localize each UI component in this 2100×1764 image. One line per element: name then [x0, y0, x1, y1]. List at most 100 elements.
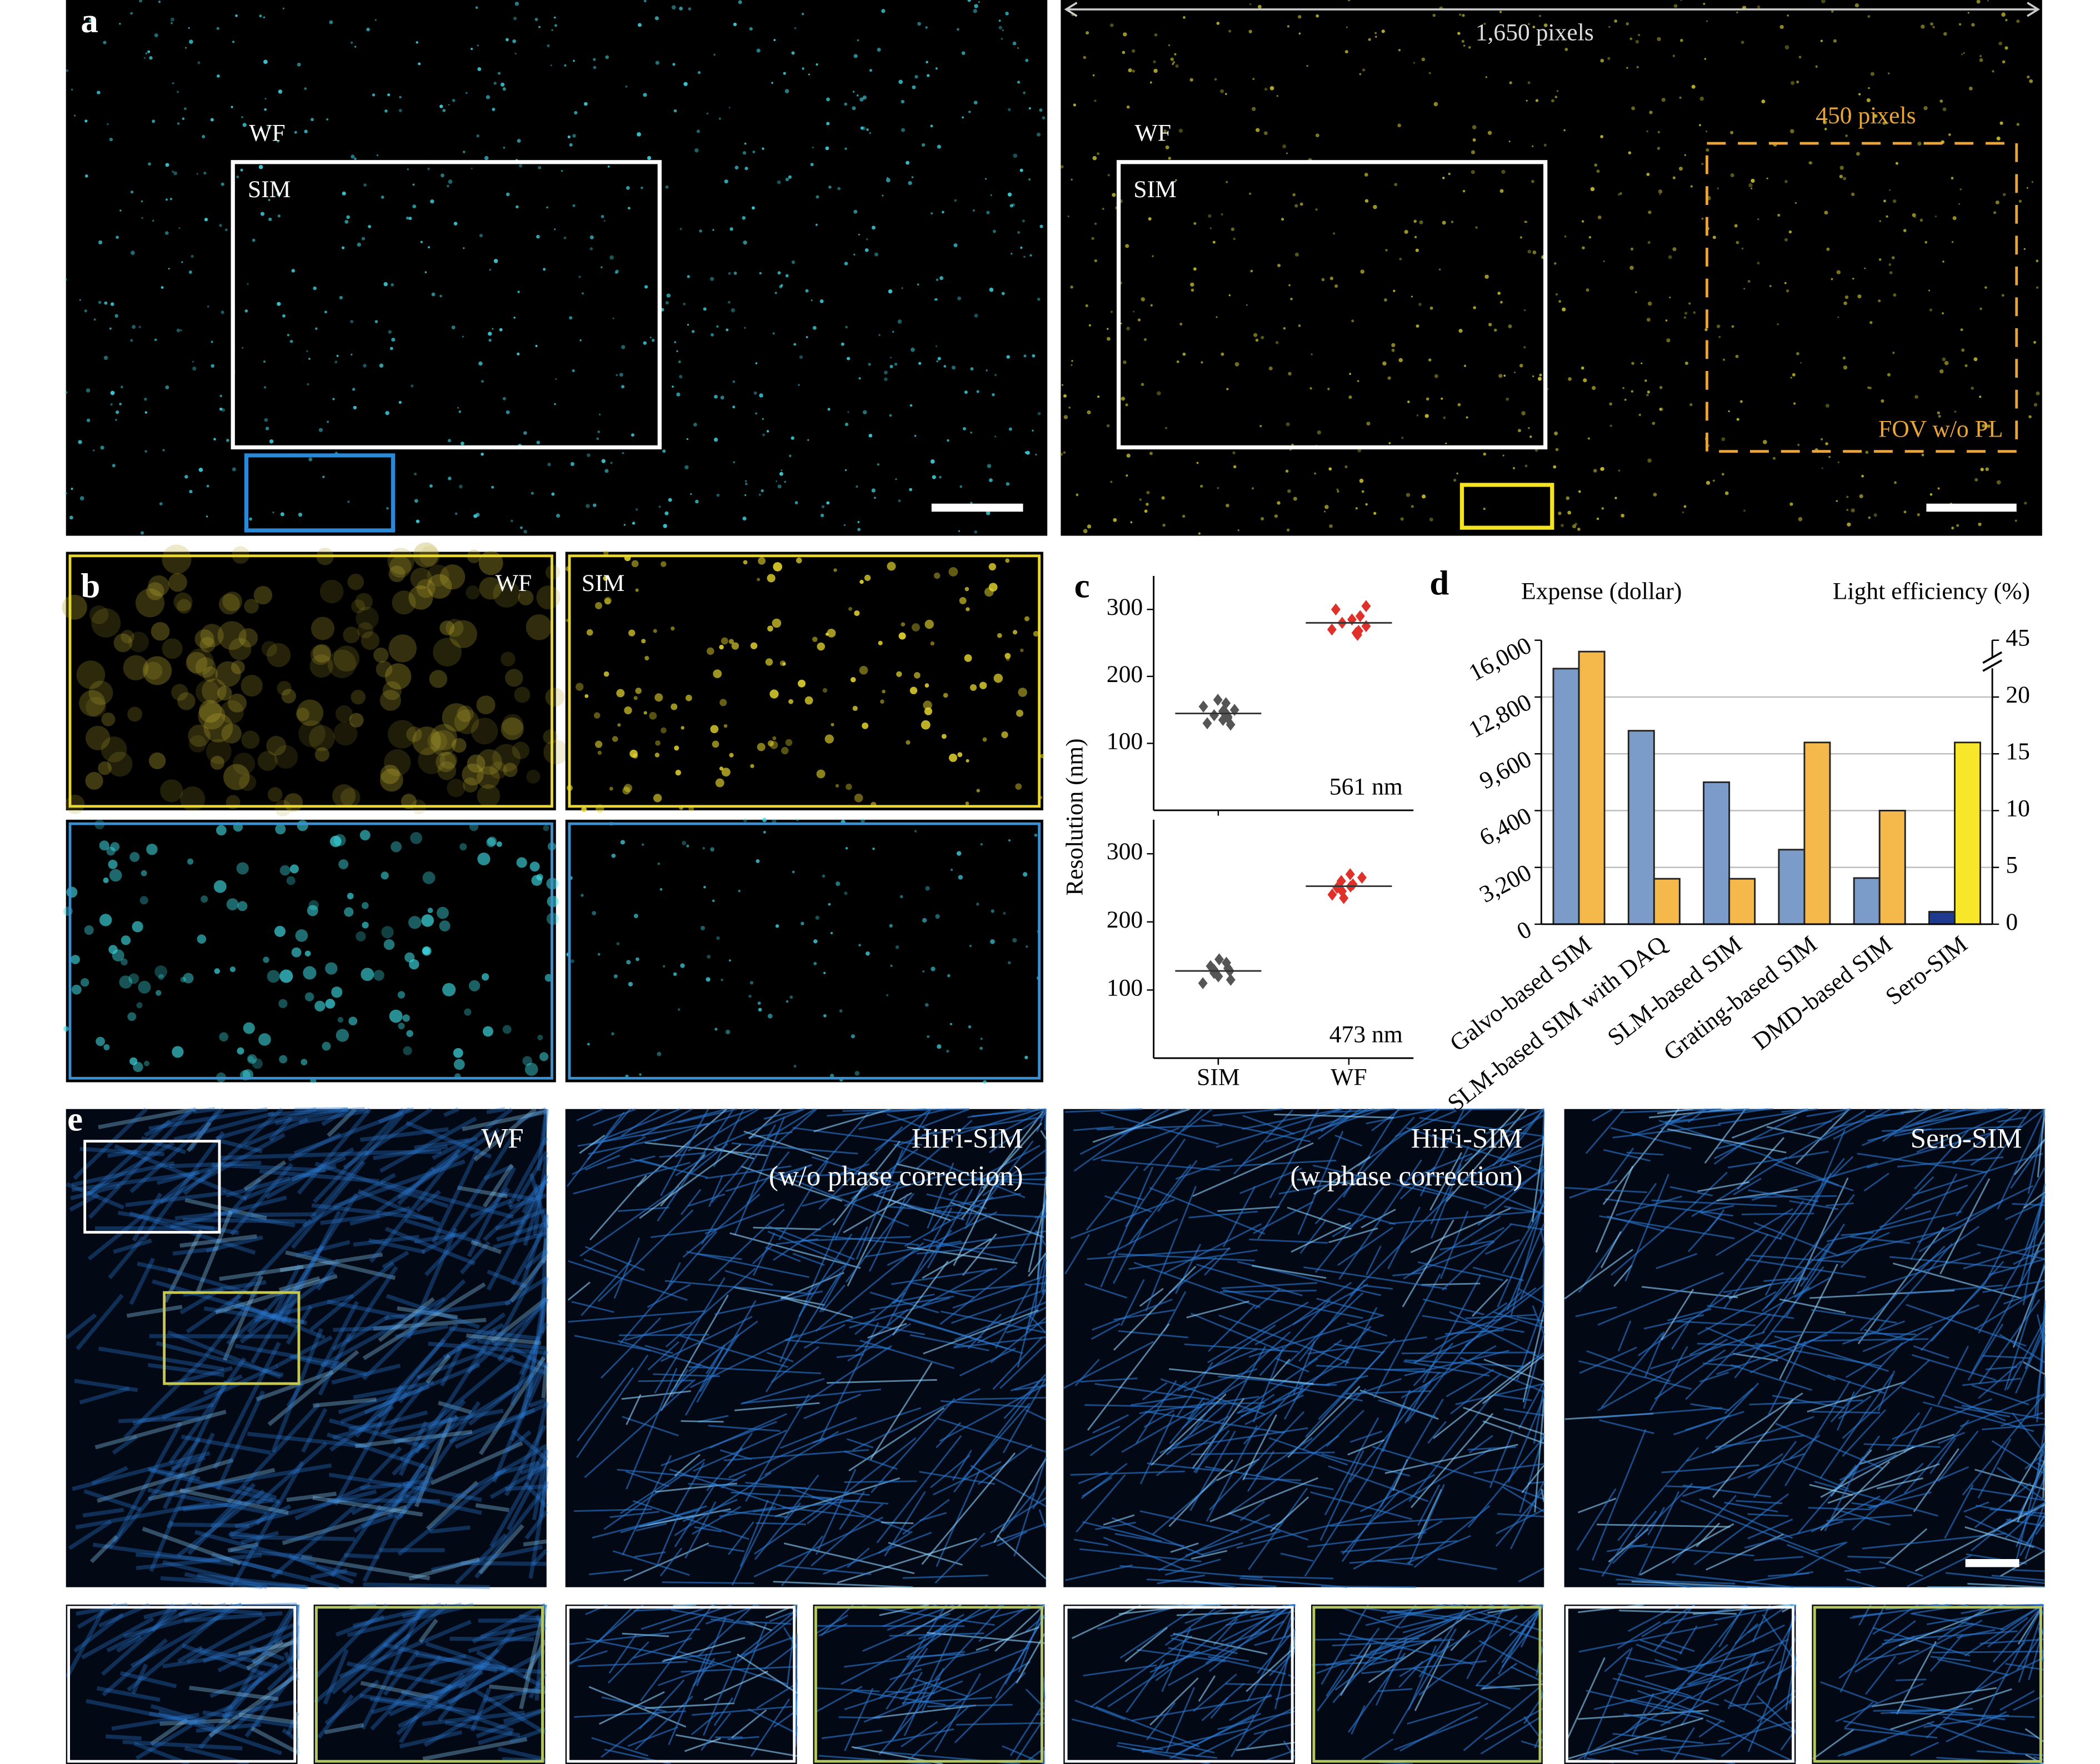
spot — [211, 364, 215, 368]
spot — [623, 524, 626, 526]
y-tick-label: 6,400 — [1475, 802, 1536, 851]
spot — [1861, 474, 1864, 478]
y-axis-label: Expense (dollar) — [1521, 578, 1682, 604]
fiber — [528, 1481, 549, 1579]
fiber — [162, 1380, 228, 1510]
fiber — [523, 1174, 549, 1246]
spot — [1149, 81, 1152, 84]
fiber — [123, 1356, 207, 1439]
spot — [493, 259, 498, 263]
spot — [1013, 153, 1018, 158]
spot — [1253, 333, 1258, 337]
y2-tick-label: 20 — [2006, 681, 2030, 708]
fiber — [1647, 1507, 1666, 1536]
fiber — [1502, 1486, 1545, 1512]
spot — [1734, 224, 1738, 228]
spot — [555, 378, 557, 380]
spot — [307, 383, 309, 386]
fiber — [993, 1458, 1047, 1543]
spot — [1083, 529, 1088, 534]
spot — [964, 587, 969, 592]
spot — [668, 498, 672, 502]
fiber — [287, 1132, 342, 1162]
fiber — [854, 1291, 906, 1335]
fiber — [414, 1137, 478, 1150]
fiber — [1851, 1502, 1879, 1507]
spot — [228, 638, 252, 660]
fiber — [1498, 1620, 1531, 1675]
fiber — [1427, 1421, 1447, 1444]
spot — [1401, 437, 1404, 439]
fiber — [710, 1618, 754, 1626]
spot — [308, 358, 311, 360]
spot — [416, 41, 418, 44]
spot — [291, 947, 302, 958]
fiber — [152, 1279, 292, 1324]
fiber — [427, 1354, 515, 1429]
spot — [785, 739, 793, 746]
spot — [1657, 37, 1661, 42]
fiber — [977, 1306, 1047, 1344]
spot — [844, 469, 847, 472]
fiber — [681, 1420, 724, 1423]
spot — [1763, 440, 1767, 444]
spot — [402, 1014, 410, 1022]
fiber — [1316, 1632, 1426, 1674]
spot — [121, 385, 123, 389]
fiber — [167, 1330, 282, 1379]
spot — [1037, 412, 1041, 415]
spot — [1618, 469, 1621, 472]
spot — [826, 122, 830, 126]
spot — [1085, 304, 1088, 308]
spot — [819, 299, 824, 303]
spot — [680, 963, 685, 968]
fiber — [1631, 1698, 1702, 1715]
fiber — [331, 1606, 430, 1695]
spot — [654, 753, 660, 758]
fiber — [1768, 1572, 1809, 1577]
fiber — [238, 1640, 298, 1656]
spot — [1798, 56, 1802, 59]
fiber — [520, 1298, 549, 1419]
spot — [240, 168, 243, 172]
fiber — [267, 1350, 359, 1426]
spot — [231, 660, 245, 674]
fiber — [1779, 1298, 1846, 1314]
fiber — [682, 1194, 761, 1258]
spot — [1731, 325, 1734, 328]
fiber — [74, 1379, 138, 1392]
fiber — [912, 1677, 969, 1697]
fiber — [577, 1122, 709, 1147]
fiber — [952, 1450, 972, 1481]
fiber — [892, 1293, 935, 1304]
fiber — [1492, 1108, 1545, 1166]
fiber — [869, 1291, 939, 1314]
fiber — [162, 1650, 256, 1668]
fiber — [1361, 1209, 1396, 1229]
fiber — [483, 1686, 546, 1703]
fiber — [1982, 1355, 2031, 1359]
fiber — [1070, 1470, 1185, 1476]
spot — [210, 755, 224, 770]
spot — [1471, 150, 1476, 154]
fiber — [142, 1526, 241, 1566]
spot — [895, 945, 899, 949]
fiber — [633, 1637, 692, 1659]
fiber — [489, 1464, 548, 1499]
spot — [110, 403, 113, 406]
spot — [349, 713, 364, 728]
spot — [199, 637, 216, 653]
fiber — [278, 1276, 321, 1292]
spot — [1665, 319, 1668, 322]
fiber — [295, 1240, 351, 1258]
fiber — [1603, 1149, 1651, 1162]
fiber — [1666, 1485, 1711, 1489]
spot — [408, 916, 422, 929]
spot — [2002, 60, 2006, 64]
fiber — [1734, 1266, 1824, 1379]
fiber — [970, 1465, 1047, 1507]
fiber — [771, 1170, 909, 1227]
fiber — [1591, 1407, 1723, 1419]
spot — [1113, 518, 1117, 522]
fiber — [323, 1649, 349, 1705]
